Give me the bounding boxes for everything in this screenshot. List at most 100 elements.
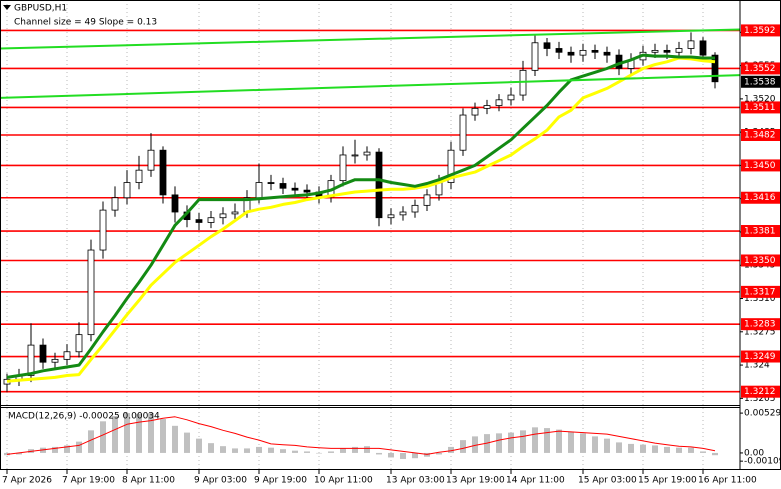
histogram-bar [160,419,166,453]
candle-body [603,51,611,56]
histogram-bar [568,431,574,453]
x-tick-label: 13 Apr 03:00 [386,476,445,486]
level-tag [741,350,780,363]
histogram-bar [376,452,382,455]
candle-body [135,169,143,183]
candle-body [87,249,95,336]
histogram-bar [280,449,286,453]
histogram-bar [472,436,478,453]
histogram-bar [268,447,274,453]
channel-line [0,28,741,50]
candle-body [531,42,539,71]
candle-body [219,213,227,219]
level-label: 1.3450 [744,161,776,171]
candle-body [351,154,359,157]
level-tag [741,285,780,298]
histogram-bar [640,444,646,453]
x-tick-label: 16 Apr 11:00 [698,476,757,486]
histogram-bar [304,451,310,453]
histogram-bar [124,413,130,453]
level-label: 1.3511 [744,103,776,113]
histogram-bar [604,438,610,453]
candle-body [111,197,119,211]
level-tag [741,159,780,172]
histogram-bar [520,430,526,453]
histogram-bar [316,452,322,454]
chart-title: GBPUSD,H1 [14,4,67,14]
histogram-bar [448,446,454,453]
candle-body [699,40,707,56]
candle-body [303,189,311,193]
candle-body [459,114,467,151]
level-label: 1.3283 [744,320,776,330]
x-tick-label: 10 Apr 11:00 [314,476,373,486]
candle-body [471,107,479,116]
histogram-bar [148,413,154,453]
plot-area [0,0,741,469]
histogram-bar [664,446,670,453]
histogram-bar [712,452,718,456]
y-tick-label: 1.3520 [744,94,776,104]
indicator-line [6,53,715,379]
channel-line [0,74,741,99]
histogram-bar [256,446,262,453]
x-tick-label: 9 Apr 19:00 [254,476,307,486]
x-tick-label: 14 Apr 11:00 [506,476,565,486]
candle-body [579,49,587,56]
histogram-bar [88,430,94,453]
candle-body [51,358,59,363]
histogram-bar [652,445,658,453]
level-label: 1.3249 [744,352,776,362]
histogram-bar [628,443,634,453]
histogram-bar [460,440,466,453]
level-tag [741,191,780,204]
collapse-icon [3,5,11,10]
candle-body [279,183,287,189]
level-label: 1.3482 [744,131,776,141]
histogram-bar [232,448,238,453]
x-tick-label: 8 Apr 11:00 [122,476,175,486]
candle-body [255,182,263,199]
y-tick-label: -0.00109 [744,457,781,467]
histogram-bar [592,436,598,453]
level-tag [741,101,780,114]
indicator-line [6,56,716,383]
candle-body [591,49,599,53]
histogram-bar [508,432,514,453]
candle-body [207,217,215,223]
candle-body [159,149,167,196]
histogram-bar [196,438,202,453]
histogram-bar [220,446,226,453]
histogram-bar [112,416,118,453]
histogram-bar [364,446,370,453]
candle-body [495,99,503,106]
level-label: 1.3552 [744,64,776,74]
candle-body [291,187,299,191]
candle-body [423,194,431,206]
histogram-bar [532,427,538,453]
histogram-bar [556,429,562,453]
candle-body [75,334,83,353]
histogram-bar [616,442,622,453]
candle-body [399,211,407,216]
candle-body [39,344,47,363]
histogram-bar [436,452,442,455]
level-tag [741,129,780,141]
candle-body [231,211,239,215]
candle-body [687,40,695,49]
level-tag [741,254,780,267]
x-tick-label: 7 Apr 19:00 [62,476,115,486]
histogram-bar [412,452,418,459]
indicator-title: MACD(12,26,9) -0.00025 0.00034 [8,412,160,422]
candle-body [711,54,719,83]
y-tick-label: 1.3310 [744,294,776,304]
candle-body [147,149,155,171]
y-tick-label: 0.00 [744,448,764,458]
candle-body [555,48,563,53]
level-label: 1.3317 [744,287,776,297]
histogram-bar [676,447,682,453]
level-tag [741,24,780,37]
x-tick-label: 15 Apr 03:00 [578,476,637,486]
histogram-bar [64,445,70,453]
